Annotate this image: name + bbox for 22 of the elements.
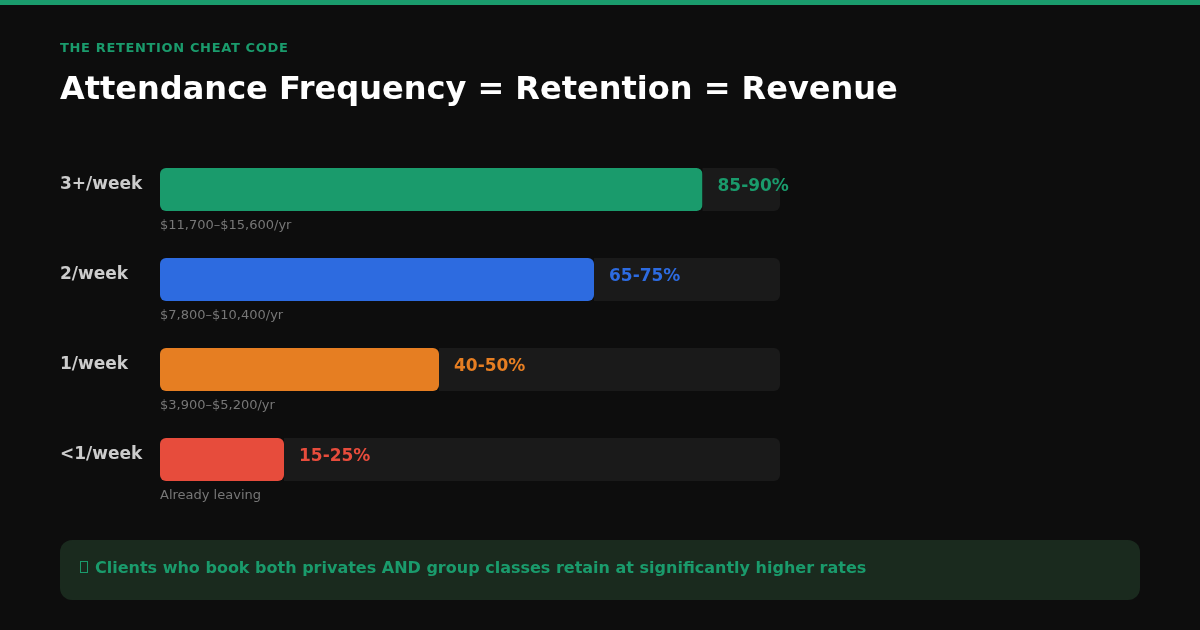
- annotation: Already leaving: [160, 486, 261, 502]
- chart-subtitle: THE RETENTION CHEAT CODE: [60, 40, 289, 56]
- bar: [160, 258, 594, 301]
- bar: [160, 438, 284, 481]
- annotation: 40-50%: [454, 355, 526, 375]
- bar: [160, 168, 703, 211]
- annotation: 15-25%: [299, 445, 371, 465]
- annotation: $3,900–$5,200/yr: [160, 396, 276, 412]
- y-tick-label: 2/week: [60, 263, 129, 283]
- text: Clients who book both privates AND group classes retain at significantly higher rates: [95, 558, 867, 577]
- y-tick-label: <1/week: [60, 443, 144, 463]
- annotation: $7,800–$10,400/yr: [160, 306, 284, 322]
- chart-title: Attendance Frequency = Retention = Revenue: [60, 68, 898, 108]
- annotation: 85-90%: [717, 175, 789, 195]
- annotation: $11,700–$15,600/yr: [160, 216, 293, 232]
- y-tick-label: 1/week: [60, 353, 129, 373]
- bar: [284, 438, 780, 481]
- bar: [439, 348, 780, 391]
- bar: [160, 348, 439, 391]
- bar: [594, 258, 780, 301]
- y-tick-label: 3+/week: [60, 173, 144, 193]
- annotation: 65-75%: [609, 265, 681, 285]
